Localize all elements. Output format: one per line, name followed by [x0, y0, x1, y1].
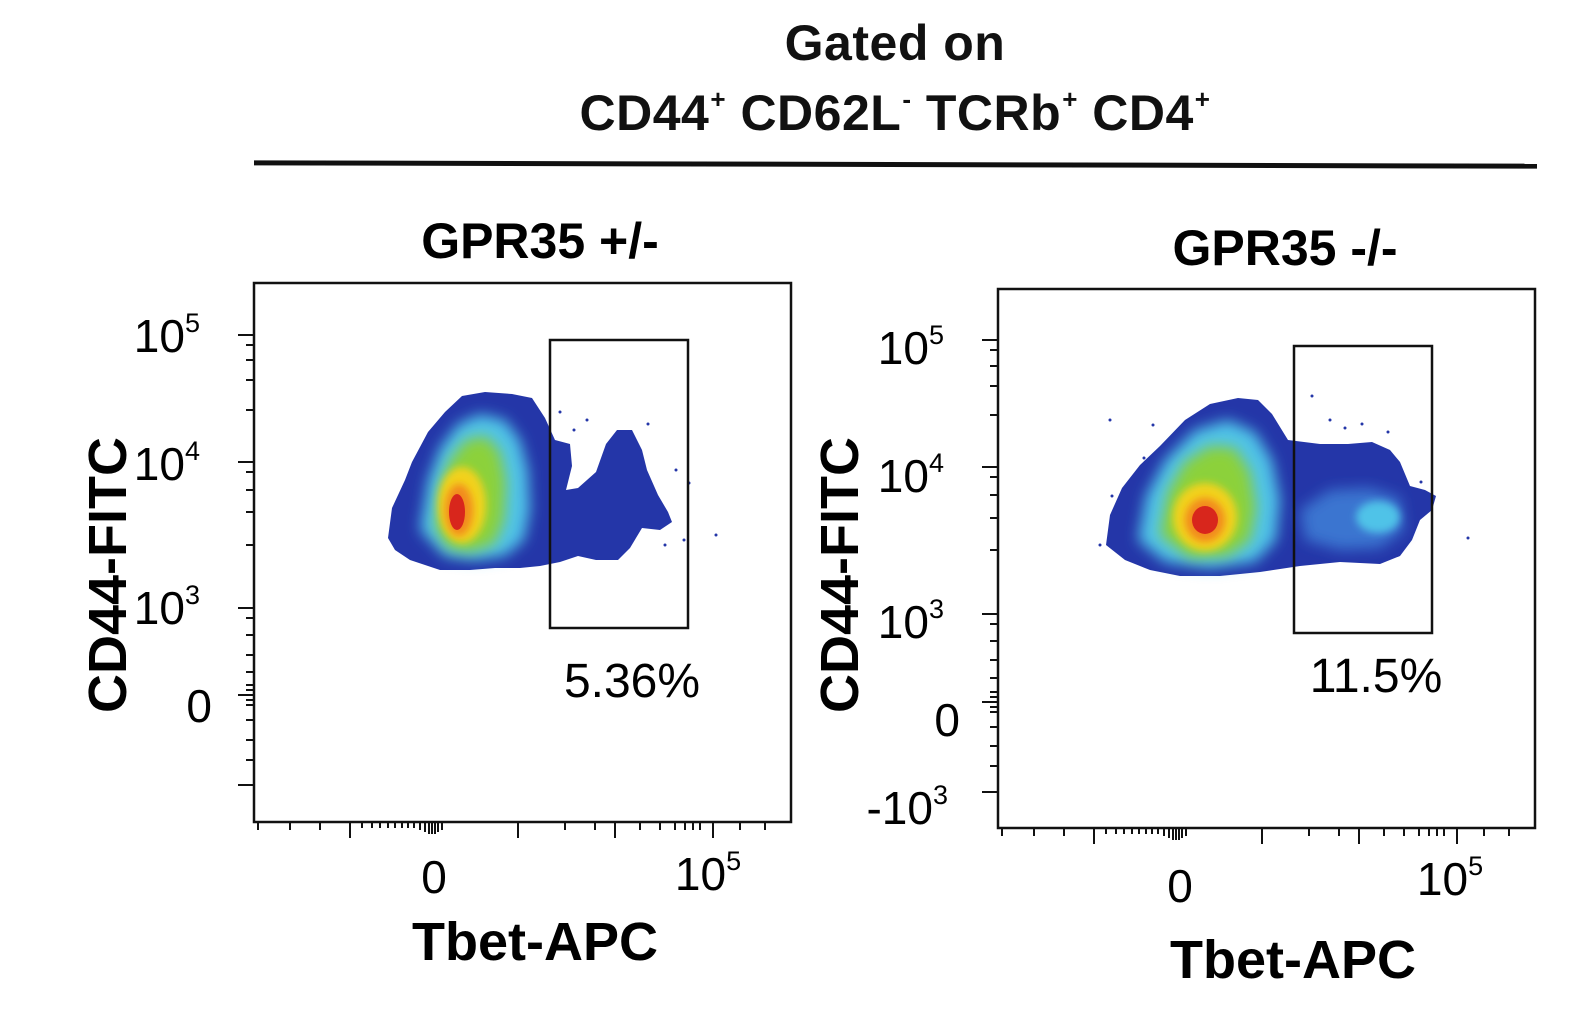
plot1-xtick-0: 0 [421, 851, 447, 903]
header-line-2: CD44+ CD62L- TCRb+ CD4+ [250, 84, 1540, 142]
plot1-density [388, 392, 718, 570]
plot1-x-axis [257, 822, 766, 838]
plot1-gate [548, 338, 690, 630]
plot2-density-peak [1192, 506, 1218, 534]
plot1-frame [252, 281, 793, 824]
marker-cd44: CD44+ [579, 84, 727, 141]
plot2-y-axis [982, 339, 998, 793]
plot1-y-axis [238, 334, 254, 786]
plot2-title: GPR35 -/- [1172, 220, 1397, 276]
plot2-outlier-dots [1098, 394, 1470, 547]
marker-cd4: CD4+ [1077, 84, 1211, 141]
plot2-ytick-neg1e3: -103 [866, 780, 948, 834]
plot-gpr35-het: GPR35 +/- 5.36% [78, 213, 793, 972]
plot1-gate-percent: 5.36% [564, 655, 700, 708]
plot1-ytick-0: 0 [186, 680, 212, 732]
plot-gpr35-ko: GPR35 -/- 11.5% [810, 220, 1537, 990]
plot1-ytick-1e3: 103 [134, 580, 200, 634]
plot1-density-peak [449, 494, 465, 530]
plot2-density-cyan-side [1356, 501, 1400, 533]
plot1-xtick-1e5: 105 [675, 846, 741, 900]
plot1-outlier-dots [558, 410, 718, 547]
plot2-ytick-0: 0 [934, 694, 960, 746]
plot1-title: GPR35 +/- [421, 213, 659, 269]
plot2-x-axis [1001, 828, 1510, 844]
plot2-xtick-1e5: 105 [1417, 851, 1483, 905]
plot2-gate-percent: 11.5% [1310, 650, 1443, 703]
plot2-xlabel: Tbet-APC [1170, 930, 1416, 990]
marker-cd62l: CD62L- [726, 84, 912, 141]
plot2-frame [996, 287, 1537, 830]
plot2-density [1098, 394, 1470, 576]
plot2-ylabel: CD44-FITC [810, 437, 870, 713]
plot1-xlabel: Tbet-APC [412, 912, 658, 972]
plot2-ytick-1e5: 105 [878, 320, 944, 374]
plot1-ylabel: CD44-FITC [78, 437, 138, 713]
plot1-ytick-1e5: 105 [134, 308, 200, 362]
plot2-ytick-1e3: 103 [878, 594, 944, 648]
marker-tcrb: TCRb+ [911, 84, 1078, 141]
plot2-gate [1292, 344, 1434, 635]
plot2-xtick-0: 0 [1167, 860, 1193, 912]
plot2-ytick-1e4: 104 [878, 448, 944, 502]
plot1-ytick-1e4: 104 [134, 436, 200, 490]
header-line-1: Gated on [784, 15, 1006, 71]
